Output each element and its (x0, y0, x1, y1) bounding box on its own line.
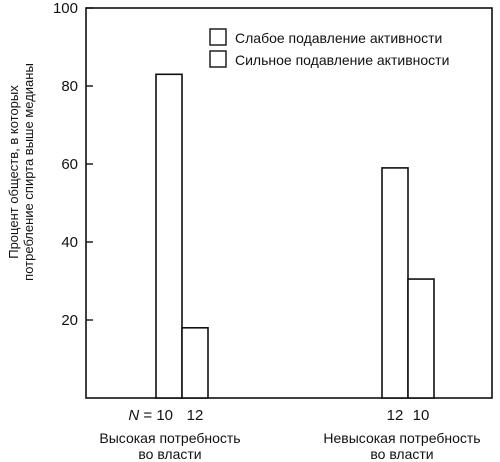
category-label-line-2: во власти (138, 446, 201, 462)
category-label-line-2: во власти (370, 446, 433, 462)
y-tick-label: 80 (61, 78, 78, 95)
n-label: N = 10 (128, 407, 173, 424)
y-axis-title-line-2: потребление спирта выше медианы (21, 63, 36, 281)
legend-label: Слабое подавление активности (235, 30, 442, 46)
y-tick-label: 40 (61, 234, 78, 251)
y-tick-label: 100 (53, 0, 78, 17)
bar (181, 326, 209, 399)
category-label-line-1: Высокая потребность (99, 430, 240, 446)
y-axis-title-line-1: Процент обществ, в которых (6, 85, 21, 259)
legend-swatch (209, 50, 227, 68)
bar (381, 167, 409, 399)
bar (407, 278, 435, 399)
n-label: 10 (413, 407, 430, 424)
y-tick-label: 20 (61, 312, 78, 329)
legend-swatch (209, 28, 227, 46)
y-tick-label: 60 (61, 156, 78, 173)
category-label-line-1: Невысокая потребность (323, 430, 480, 446)
n-symbol: N (128, 407, 139, 424)
bar (155, 73, 183, 399)
n-label: 12 (187, 407, 204, 424)
plot-frame (85, 7, 493, 399)
legend-label: Сильное подавление активности (235, 52, 449, 68)
n-value: = 10 (139, 407, 173, 424)
n-label: 12 (387, 407, 404, 424)
